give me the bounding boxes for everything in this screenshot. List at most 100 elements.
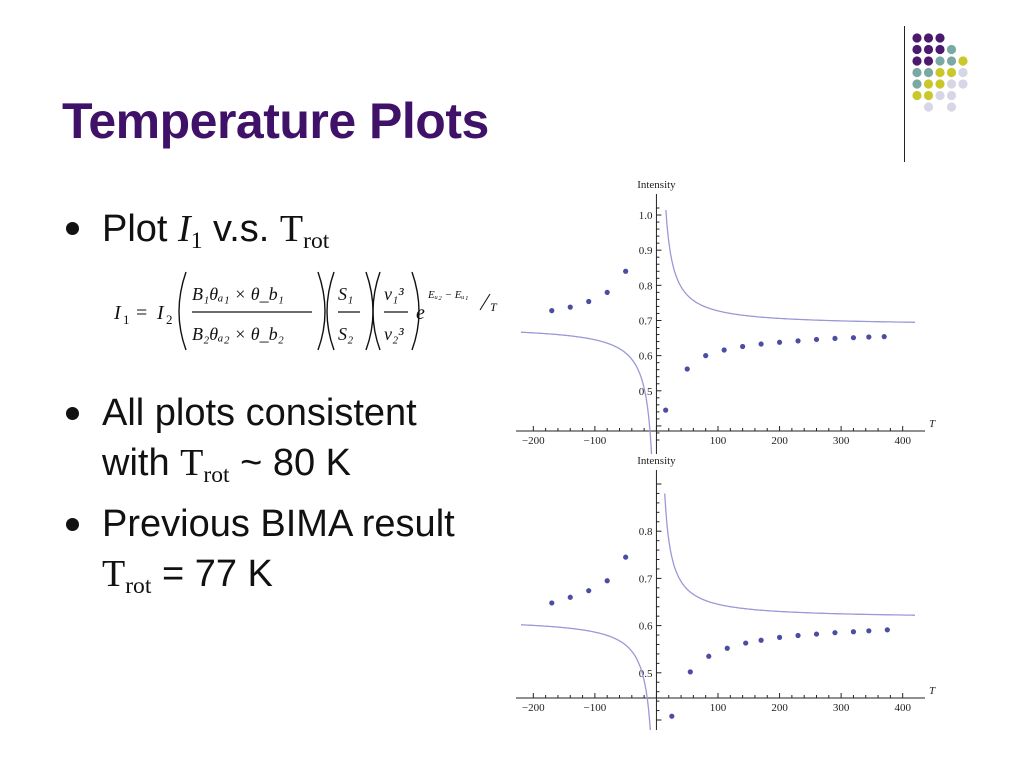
formula-rhs-sub: 2 [166, 312, 173, 327]
fit-curve-positive-branch [665, 210, 915, 323]
variable-sub: 1 [190, 228, 203, 255]
decor-dot [935, 33, 945, 43]
data-point [623, 554, 629, 560]
bullet-consistent: All plots consistent with Trot ~ 80 K [102, 388, 417, 500]
data-point [703, 353, 709, 359]
decor-dot [946, 90, 957, 101]
data-point [623, 268, 629, 274]
y-axis-label: Intensity [637, 455, 676, 467]
decor-dot [946, 67, 957, 78]
decor-dot [958, 56, 968, 66]
decor-dot [946, 44, 957, 55]
t-subscript: rot [125, 573, 152, 600]
x-tick-label: 100 [710, 435, 727, 447]
data-point [758, 637, 764, 643]
data-point [586, 588, 592, 594]
t-subscript: rot [203, 462, 230, 489]
data-point [743, 640, 749, 646]
bullet-text: = 77 K [151, 553, 273, 595]
header-divider [904, 26, 905, 162]
data-point [884, 627, 890, 633]
formula-lhs: I [113, 302, 122, 324]
bullet-plot: Plot I1 v.s. Trot [102, 204, 329, 266]
x-tick-label: −200 [522, 435, 545, 447]
decor-dot [946, 56, 957, 66]
formula-equals: = [136, 302, 147, 324]
bullet-text: Plot [102, 208, 179, 250]
intensity-plot-bottom: −200 −100 100 200 300 400T0.50.60.70.8Intensi… [516, 455, 936, 730]
decor-dot [912, 79, 922, 89]
data-point [684, 366, 690, 372]
bullet-line: All plots consistent [102, 392, 417, 434]
decor-dot [935, 67, 945, 78]
data-point [687, 669, 693, 675]
y-tick-label: 1.0 [639, 210, 653, 222]
data-point [567, 304, 573, 310]
y-axis-label: Intensity [637, 179, 676, 191]
data-point [669, 713, 675, 719]
fraction2-denominator: S₂ [338, 324, 353, 344]
formula-lhs-sub: 1 [123, 312, 130, 327]
x-tick-label: −100 [584, 702, 607, 714]
data-point [832, 630, 838, 636]
intensity-plot-top: −200 −100 100 200 300 400 T 0.5 0.6 0.7 0.8 0.9 1.0 I… [516, 179, 936, 454]
data-point [813, 631, 820, 637]
x-tick-label: 100 [710, 702, 727, 714]
t-symbol: T [102, 553, 126, 595]
data-point [586, 298, 592, 305]
decor-dot [912, 90, 922, 101]
y-tick-label: 0.8 [639, 280, 653, 292]
data-point [850, 335, 857, 341]
fraction3-numerator: ν₁³ [384, 284, 404, 304]
data-point [706, 653, 712, 659]
formula-exp-denominator: T [490, 300, 498, 314]
data-point [604, 289, 610, 295]
decor-dot [912, 56, 922, 66]
bullet-bima: Previous BIMA result Trot = 77 K [102, 499, 455, 611]
y-tick-label: 0.9 [639, 245, 653, 257]
decor-dot [912, 44, 922, 55]
fraction1-denominator: B₂θₐ₂ × θ_b₂ [192, 324, 284, 344]
fraction3-denominator: ν₂³ [384, 324, 404, 344]
data-point [740, 343, 746, 350]
data-point [850, 629, 857, 635]
data-point [758, 341, 764, 347]
data-point [881, 334, 887, 340]
y-tick-label: 0.5 [639, 386, 653, 398]
page-title: Temperature Plots [62, 93, 489, 149]
t-symbol: T [180, 442, 204, 484]
bullet-dot [66, 222, 79, 235]
bullet-text: ~ 80 K [229, 442, 352, 484]
decor-dot [912, 33, 922, 43]
x-axis-label: T [929, 685, 936, 697]
formula-exp-numerator: Eᵤ₂ − Eᵤ₁ [427, 289, 469, 301]
data-point [866, 334, 872, 340]
data-point [549, 600, 555, 606]
fit-curve-positive-branch [664, 493, 915, 616]
bullet-line: Previous BIMA result [102, 503, 455, 545]
decor-dot [958, 67, 968, 78]
decor-dot [923, 67, 934, 78]
decor-dot [923, 56, 934, 66]
x-tick-label: 200 [771, 702, 788, 714]
decor-dot [923, 33, 934, 43]
decor-dot [935, 79, 945, 89]
bullet-text: v.s. [202, 208, 280, 250]
x-tick-label: 400 [894, 435, 911, 447]
bullet-dot [66, 407, 79, 420]
x-tick-label: 200 [771, 435, 788, 447]
decor-dot [935, 44, 945, 55]
data-point [721, 347, 727, 353]
x-tick-label: 400 [894, 702, 911, 714]
data-point [776, 634, 783, 640]
decor-dot [946, 102, 957, 112]
decor-dot [935, 90, 945, 101]
data-point [567, 594, 573, 600]
y-tick-label: 0.8 [639, 526, 653, 538]
fit-curve-negative-branch [520, 331, 653, 454]
y-tick-label: 0.6 [639, 351, 653, 363]
x-axis-label: T [929, 418, 936, 430]
decor-dot [912, 67, 922, 78]
fraction2-numerator: S₁ [338, 284, 353, 304]
y-tick-label: 0.6 [639, 621, 653, 633]
